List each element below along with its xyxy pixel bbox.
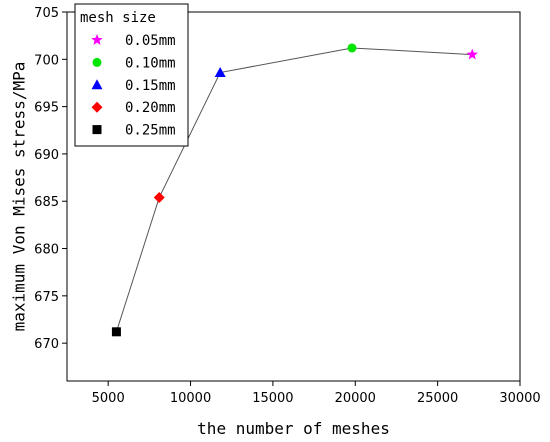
- y-tick-label: 690: [34, 148, 59, 163]
- y-tick-label: 675: [34, 290, 59, 305]
- x-axis: 5000 10000 15000 20000 25000 30000: [92, 381, 541, 406]
- x-axis-label: the number of meshes: [197, 419, 390, 438]
- x-tick-label: 25000: [417, 391, 458, 406]
- legend-label: 0.15mm: [125, 78, 176, 94]
- legend-marker-0.15mm: [91, 79, 103, 90]
- legend-title: mesh size: [80, 10, 156, 26]
- y-tick-label: 680: [34, 243, 59, 258]
- y-tick-label: 705: [34, 6, 59, 21]
- x-tick-label: 10000: [170, 391, 211, 406]
- data-point-0.25mm: [111, 327, 121, 337]
- legend-marker-0.20mm: [91, 101, 103, 113]
- x-tick-label: 30000: [499, 391, 540, 406]
- y-tick-label: 670: [34, 337, 59, 352]
- legend-marker-0.05mm: [91, 34, 103, 45]
- legend-label: 0.05mm: [125, 33, 176, 49]
- y-tick-label: 685: [34, 195, 59, 210]
- data-markers: [111, 43, 478, 337]
- x-tick-label: 20000: [335, 391, 376, 406]
- legend-label: 0.10mm: [125, 55, 176, 71]
- legend-label: 0.25mm: [125, 123, 176, 139]
- data-point-0.20mm: [153, 191, 165, 203]
- y-axis: 670 675 680 685 690 695 700 705: [34, 6, 67, 352]
- legend-marker-0.25mm: [92, 125, 102, 135]
- data-point-0.10mm: [347, 43, 357, 53]
- legend: mesh size 0.05mm 0.10mm 0.15mm 0.20mm 0.25mm: [74, 3, 189, 147]
- plot-frame: [66, 11, 521, 382]
- plot-area: [66, 11, 521, 382]
- data-point-0.05mm: [466, 48, 478, 60]
- legend-label: 0.20mm: [125, 100, 176, 116]
- x-tick-label: 15000: [252, 391, 293, 406]
- y-tick-label: 700: [34, 53, 59, 68]
- x-tick-label: 5000: [92, 391, 125, 406]
- y-tick-label: 695: [34, 101, 59, 116]
- y-axis-label: maximum Von Mises stress/MPa: [10, 62, 29, 332]
- data-point-0.15mm: [214, 67, 226, 78]
- legend-box: [74, 3, 189, 147]
- legend-marker-0.10mm: [92, 57, 102, 67]
